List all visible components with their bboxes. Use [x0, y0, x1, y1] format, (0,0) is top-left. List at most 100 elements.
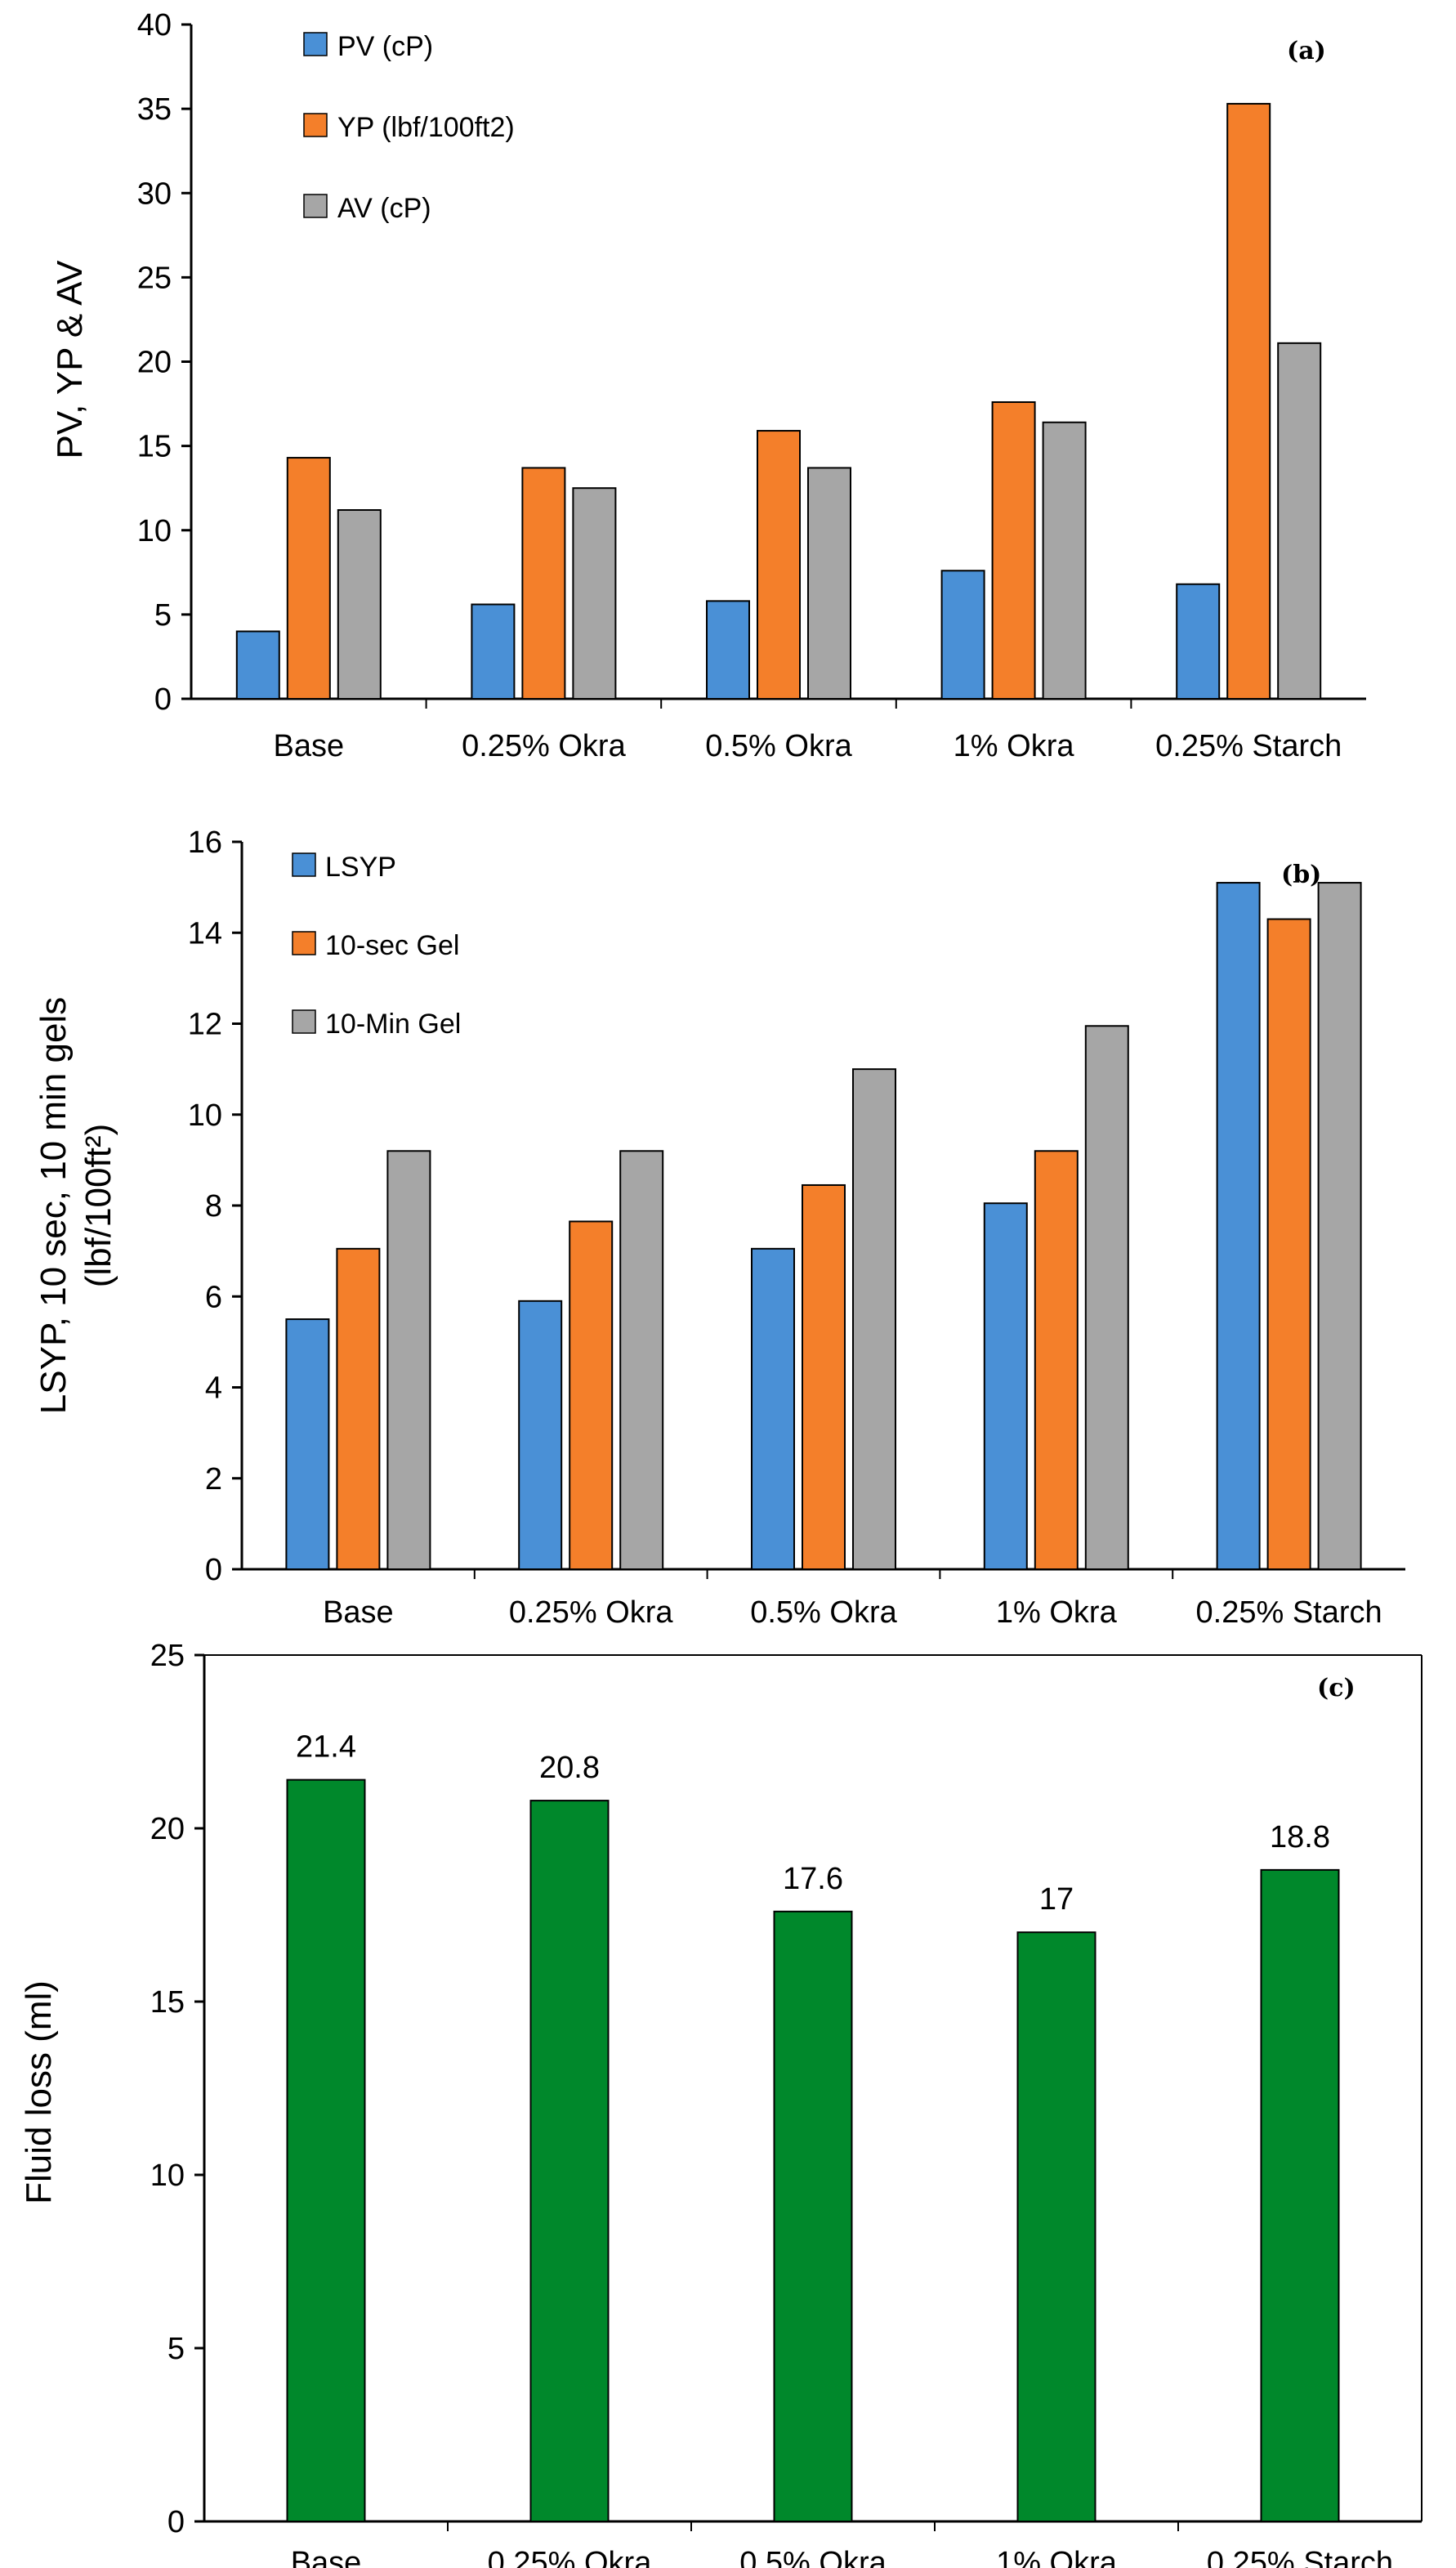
y-tick-label: 5 — [154, 598, 172, 633]
x-tick-label: 0.25% Starch — [1155, 729, 1342, 763]
bar-fluid-loss-2 — [529, 1800, 610, 2523]
bar-10-sec-gel-2 — [569, 1220, 614, 1570]
legend-label: 10-sec Gel — [325, 930, 459, 961]
data-label: 17.6 — [783, 1862, 843, 1896]
bar-pv-cp-2 — [471, 603, 516, 700]
bar-yp-lbf-100ft2-3 — [757, 430, 801, 700]
bar-yp-lbf-100ft2-1 — [286, 457, 331, 700]
bar-lsyp-2 — [518, 1300, 563, 1570]
x-tick-label: 1% Okra — [954, 729, 1075, 763]
legend-swatch — [303, 194, 328, 218]
y-tick-label: 10 — [188, 1098, 222, 1133]
x-tick-label: 0.25% Okra — [509, 1595, 674, 1630]
y-tick-label: 10 — [150, 2159, 185, 2193]
y-tick-label: 8 — [205, 1189, 222, 1224]
y-tick-label: 30 — [137, 177, 172, 211]
bar-pv-cp-3 — [706, 600, 750, 700]
y-tick-label: 14 — [188, 916, 222, 951]
x-tick-label: Base — [273, 729, 344, 763]
x-tick-label: 1% Okra — [996, 2546, 1118, 2568]
bar-lsyp-3 — [751, 1247, 795, 1570]
legend-swatch — [303, 32, 328, 56]
bar-fluid-loss-1 — [286, 1778, 366, 2522]
bar-av-cp-4 — [1042, 421, 1087, 700]
y-tick-label: 0 — [154, 682, 172, 717]
x-tick-label: 0.5% Okra — [739, 2546, 887, 2568]
y-tick-label: 15 — [137, 430, 172, 464]
legend-swatch — [292, 852, 316, 877]
bar-yp-lbf-100ft2-2 — [521, 467, 566, 700]
y-axis-title-units: (lbf/100ft²) — [78, 1124, 118, 1288]
panel-tag: (a) — [1287, 37, 1326, 65]
bar-10-min-gel-1 — [386, 1150, 431, 1570]
bar-lsyp-4 — [983, 1202, 1028, 1570]
x-tick-label: Base — [291, 2546, 362, 2568]
legend-label: YP (lbf/100ft2) — [337, 112, 515, 143]
y-tick-label: 20 — [137, 346, 172, 380]
bar-10-sec-gel-5 — [1266, 918, 1311, 1570]
legend-label: AV (cP) — [337, 193, 431, 224]
y-tick-label: 0 — [205, 1553, 222, 1587]
bar-10-min-gel-4 — [1084, 1025, 1129, 1570]
panel-tag: (b) — [1281, 861, 1321, 889]
bar-10-sec-gel-3 — [802, 1183, 846, 1570]
y-tick-label: 25 — [137, 261, 172, 295]
data-label: 20.8 — [539, 1751, 600, 1785]
bar-av-cp-2 — [572, 487, 617, 700]
bar-pv-cp-4 — [940, 570, 985, 700]
y-tick-label: 4 — [205, 1371, 222, 1406]
bar-10-min-gel-2 — [619, 1150, 664, 1570]
y-tick-label: 16 — [188, 825, 222, 860]
bar-10-min-gel-5 — [1317, 882, 1362, 1570]
legend-label: LSYP — [325, 852, 396, 883]
bar-yp-lbf-100ft2-4 — [991, 401, 1036, 700]
bar-fluid-loss-3 — [773, 1910, 853, 2522]
data-label: 17 — [1039, 1882, 1074, 1917]
chart-panel-c: 0 5 10 15 20 25 Fluid loss (ml) Base 21.4 0.25% O… — [19, 1639, 1423, 2568]
bar-10-sec-gel-1 — [336, 1247, 381, 1570]
data-label: 21.4 — [296, 1730, 356, 1765]
x-tick-label: 0.25% Starch — [1196, 1595, 1382, 1630]
x-tick-label: 0.25% Starch — [1207, 2546, 1393, 2568]
x-tick-label: Base — [323, 1595, 394, 1630]
bar-10-min-gel-3 — [852, 1068, 896, 1570]
y-tick-label: 25 — [150, 1639, 185, 1673]
chart-panel-a: 0 5 10 15 20 25 30 35 40 PV, YP & AV Base 0.25% Okr… — [50, 8, 1366, 763]
data-label: 18.8 — [1270, 1820, 1330, 1854]
x-tick-label: 1% Okra — [996, 1595, 1118, 1630]
y-tick-label: 0 — [167, 2505, 185, 2539]
legend-swatch — [292, 931, 316, 955]
panel-tag: (c) — [1317, 1674, 1356, 1702]
x-tick-label: 0.5% Okra — [750, 1595, 897, 1630]
legend: LSYP 10-sec Gel 10-Min Gel — [292, 852, 461, 1040]
bar-fluid-loss-4 — [1016, 1931, 1096, 2522]
y-axis-title: PV, YP & AV — [50, 260, 90, 459]
bar-fluid-loss-5 — [1260, 1868, 1340, 2522]
y-tick-label: 15 — [150, 1985, 185, 2020]
y-axis-title: LSYP, 10 sec, 10 min gels — [33, 997, 74, 1414]
bar-lsyp-5 — [1216, 882, 1261, 1570]
legend-swatch — [292, 1009, 316, 1034]
x-tick-label: 0.25% Okra — [488, 2546, 653, 2568]
bar-10-sec-gel-4 — [1034, 1150, 1079, 1570]
bar-av-cp-5 — [1277, 342, 1322, 700]
bar-av-cp-1 — [337, 509, 382, 700]
y-tick-label: 20 — [150, 1812, 185, 1846]
y-tick-label: 35 — [137, 92, 172, 127]
x-tick-label: 0.25% Okra — [462, 729, 627, 763]
bar-yp-lbf-100ft2-5 — [1226, 102, 1271, 700]
y-tick-label: 10 — [137, 514, 172, 548]
chart-panel-b: 0 2 4 6 8 10 12 14 16 LSYP, 10 sec, 10 min gels (l… — [33, 825, 1405, 1630]
bar-lsyp-1 — [285, 1318, 330, 1570]
y-tick-label: 6 — [205, 1280, 222, 1314]
legend-label: PV (cP) — [337, 31, 433, 62]
legend-swatch — [303, 113, 328, 137]
bar-pv-cp-5 — [1176, 583, 1221, 700]
y-axis-title: Fluid loss (ml) — [19, 1980, 59, 2204]
bar-av-cp-3 — [807, 467, 851, 700]
legend-label: 10-Min Gel — [325, 1009, 461, 1040]
x-tick-label: 0.5% Okra — [705, 729, 852, 763]
legend: PV (cP) YP (lbf/100ft2) AV (cP) — [303, 31, 515, 224]
bar-pv-cp-1 — [235, 630, 280, 700]
